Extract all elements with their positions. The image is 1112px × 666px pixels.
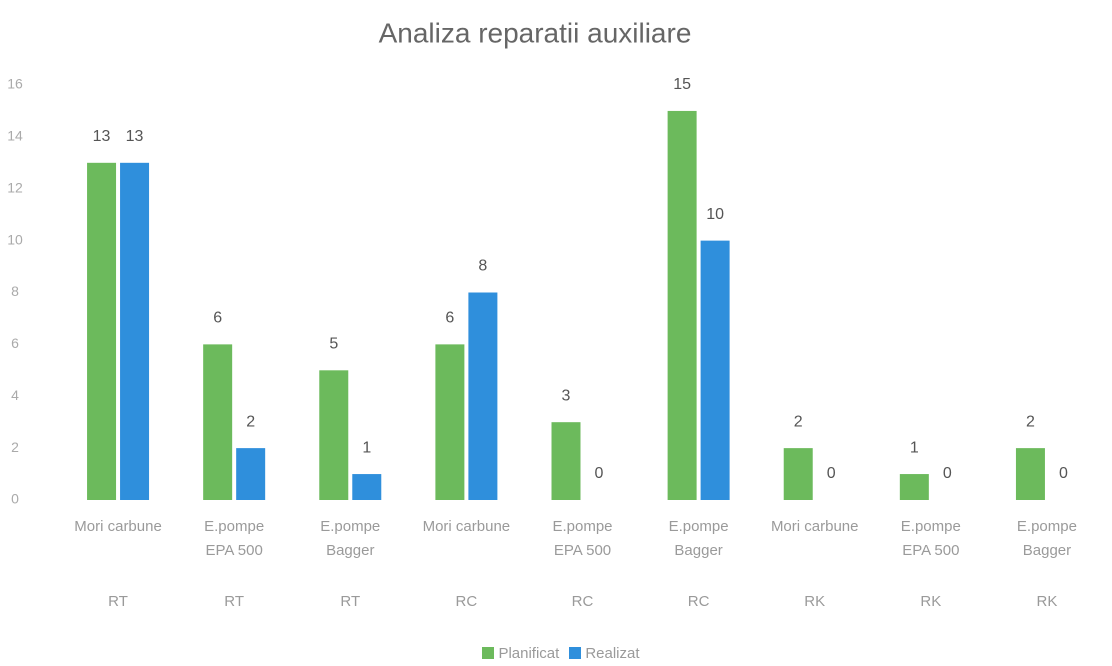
bar bbox=[783, 448, 813, 500]
group-label: RK bbox=[1036, 593, 1058, 610]
x-tick-label: E.pompe EPA 500 bbox=[204, 518, 265, 559]
data-label: 13 bbox=[126, 128, 144, 145]
y-tick-label: 12 bbox=[7, 179, 23, 195]
y-tick-label: 14 bbox=[7, 128, 23, 144]
x-tick-label: E.pompe Bagger bbox=[668, 518, 729, 559]
x-tick-label: E.pompe Bagger bbox=[320, 518, 381, 559]
bar bbox=[667, 110, 697, 500]
group-label: RT bbox=[340, 593, 361, 610]
group-label: RC bbox=[455, 593, 478, 610]
x-tick-label: E.pompe EPA 500 bbox=[552, 518, 613, 559]
y-tick-label: 6 bbox=[11, 335, 19, 351]
data-label: 10 bbox=[706, 206, 724, 223]
bar bbox=[87, 162, 117, 500]
data-label: 1 bbox=[362, 439, 371, 456]
data-label: 2 bbox=[1026, 413, 1035, 430]
data-label: 5 bbox=[329, 336, 338, 353]
data-label: 2 bbox=[794, 413, 803, 430]
data-label: 6 bbox=[445, 310, 454, 327]
data-label: 0 bbox=[943, 465, 952, 482]
group-label: RC bbox=[571, 593, 594, 610]
bar bbox=[700, 240, 730, 500]
bar bbox=[236, 448, 266, 500]
x-tick-label: E.pompe EPA 500 bbox=[900, 518, 961, 559]
x-tick-label: E.pompe Bagger bbox=[1016, 518, 1077, 559]
data-label: 8 bbox=[478, 258, 487, 275]
bar bbox=[435, 344, 465, 500]
y-tick-label: 0 bbox=[11, 491, 19, 507]
x-tick-label: Mori carbune bbox=[422, 518, 511, 535]
x-tick-label: Mori carbune bbox=[770, 518, 859, 535]
legend-label: Realizat bbox=[585, 645, 640, 662]
data-label: 2 bbox=[246, 413, 255, 430]
bar bbox=[203, 344, 233, 500]
legend-label: Planificat bbox=[498, 645, 560, 662]
data-label: 3 bbox=[562, 387, 571, 404]
y-tick-label: 10 bbox=[7, 231, 23, 247]
data-label: 0 bbox=[827, 465, 836, 482]
y-tick-label: 8 bbox=[11, 283, 19, 299]
data-label: 6 bbox=[213, 310, 222, 327]
data-label: 13 bbox=[93, 128, 111, 145]
x-tick-label: Mori carbune bbox=[74, 518, 162, 535]
bar bbox=[468, 292, 498, 500]
group-label: RK bbox=[920, 593, 942, 610]
group-label: RT bbox=[108, 593, 128, 610]
legend-swatch bbox=[569, 647, 582, 659]
legend: Planificat Realizat bbox=[0, 645, 1112, 662]
y-tick-label: 4 bbox=[11, 387, 19, 403]
bar bbox=[352, 474, 382, 500]
group-label: RC bbox=[687, 593, 710, 610]
y-tick-label: 2 bbox=[11, 439, 19, 455]
bar bbox=[899, 474, 929, 500]
y-tick-label: 16 bbox=[7, 76, 23, 92]
chart-title: Analiza reparatii auxiliare bbox=[379, 17, 692, 48]
data-label: 15 bbox=[673, 76, 691, 93]
legend-swatch bbox=[482, 647, 495, 659]
data-label: 0 bbox=[595, 465, 604, 482]
bar bbox=[319, 370, 349, 500]
bar bbox=[1015, 448, 1045, 500]
group-label: RT bbox=[224, 593, 245, 610]
data-label: 0 bbox=[1059, 465, 1068, 482]
data-label: 1 bbox=[910, 439, 919, 456]
bar bbox=[120, 162, 150, 500]
group-label: RK bbox=[804, 593, 826, 610]
bar bbox=[551, 422, 581, 500]
